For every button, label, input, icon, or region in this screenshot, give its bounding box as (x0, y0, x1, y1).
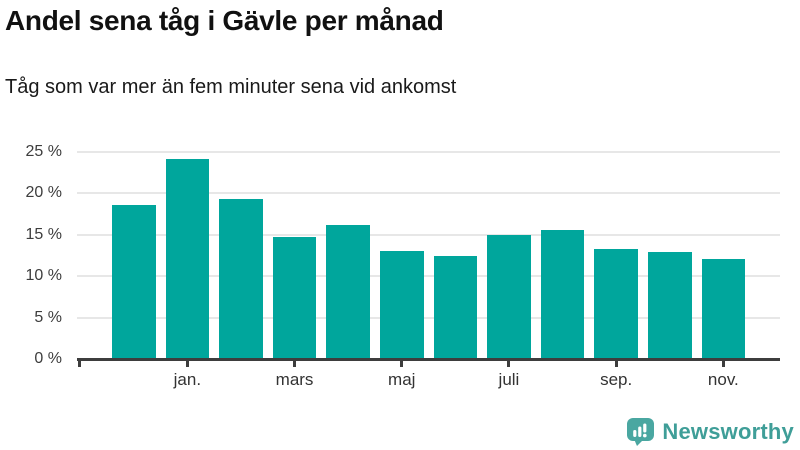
y-axis-tick-label: 15 % (25, 225, 62, 243)
newsworthy-logo: Newsworthy (626, 417, 794, 446)
y-axis-tick-label: 5 % (34, 308, 62, 326)
x-axis-tick (507, 361, 511, 367)
x-axis-tick-label: maj (388, 370, 416, 389)
newsworthy-logo-text: Newsworthy (662, 418, 794, 444)
bar-dec (112, 205, 156, 359)
x-axis-tick (293, 361, 297, 367)
bar-feb (219, 198, 263, 359)
chart-subtitle: Tåg som var mer än fem minuter sena vid … (5, 76, 457, 98)
y-axis-tick-label: 10 % (25, 267, 62, 284)
x-axis-tick (400, 361, 404, 367)
bar-juni (433, 256, 478, 359)
y-axis-tick-label: 20 % (25, 184, 62, 201)
newsworthy-logo-icon (626, 417, 655, 446)
x-axis-line (77, 358, 780, 361)
x-axis-tick (185, 361, 189, 367)
bar-nov (701, 258, 746, 359)
bar-okt (648, 251, 692, 359)
bar-maj (380, 251, 424, 359)
bar-sep (594, 249, 638, 359)
y-axis-tick-label: 25 % (25, 142, 62, 160)
x-axis-tick-label: jan. (173, 370, 202, 389)
bar-mars (272, 236, 317, 359)
x-axis-start-tick (78, 361, 81, 367)
x-axis-tick-label: nov. (707, 370, 739, 389)
y-gridline (77, 150, 780, 153)
bar-juli (487, 235, 531, 359)
y-gridline (77, 233, 780, 236)
bar-jan (165, 158, 210, 359)
y-gridline (77, 275, 780, 277)
x-axis-tick-label: sep. (600, 370, 633, 389)
x-axis-tick-label: juli (498, 370, 520, 389)
x-axis-tick (614, 361, 618, 367)
y-gridline (77, 316, 780, 319)
x-axis-tick (721, 361, 725, 367)
bar-aug (540, 229, 585, 359)
x-axis-tick-label: mars (275, 370, 314, 389)
y-axis-tick-label: 0 % (34, 350, 62, 367)
bar-apr (326, 225, 370, 359)
y-gridline (77, 192, 780, 194)
chart-title: Andel sena tåg i Gävle per månad (5, 5, 444, 36)
